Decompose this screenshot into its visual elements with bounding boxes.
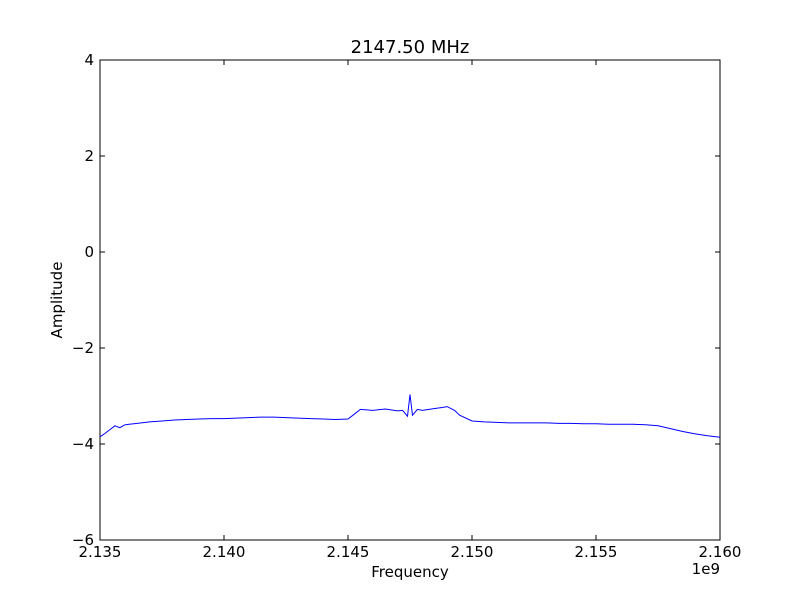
x-tick-label: 2.155 bbox=[575, 543, 618, 561]
chart-title: 2147.50 MHz bbox=[351, 37, 470, 58]
axis-ticks: 2.135 2.140 2.145 2.150 2.155 2.160 4 2 0 −2 −4 −6 bbox=[72, 51, 742, 561]
x-tick-label: 2.150 bbox=[451, 543, 494, 561]
x-tick-label: 2.140 bbox=[203, 543, 246, 561]
series-line bbox=[99, 394, 721, 438]
y-tick-label: 4 bbox=[84, 51, 94, 69]
y-tick-label: −4 bbox=[72, 435, 94, 453]
y-tick-label: −2 bbox=[72, 339, 94, 357]
y-axis-label: Amplitude bbox=[48, 262, 66, 339]
x-tick-label: 2.145 bbox=[327, 543, 370, 561]
x-axis-label: Frequency bbox=[371, 563, 449, 581]
y-tick-label: 0 bbox=[84, 243, 94, 261]
y-tick-label: 2 bbox=[84, 147, 94, 165]
series-layer bbox=[99, 394, 721, 438]
plot-area bbox=[99, 59, 721, 541]
y-tick-label: −6 bbox=[72, 531, 94, 549]
x-offset-label: 1e9 bbox=[692, 560, 720, 578]
x-tick-label: 2.135 bbox=[79, 543, 122, 561]
x-tick-label: 2.160 bbox=[699, 543, 742, 561]
